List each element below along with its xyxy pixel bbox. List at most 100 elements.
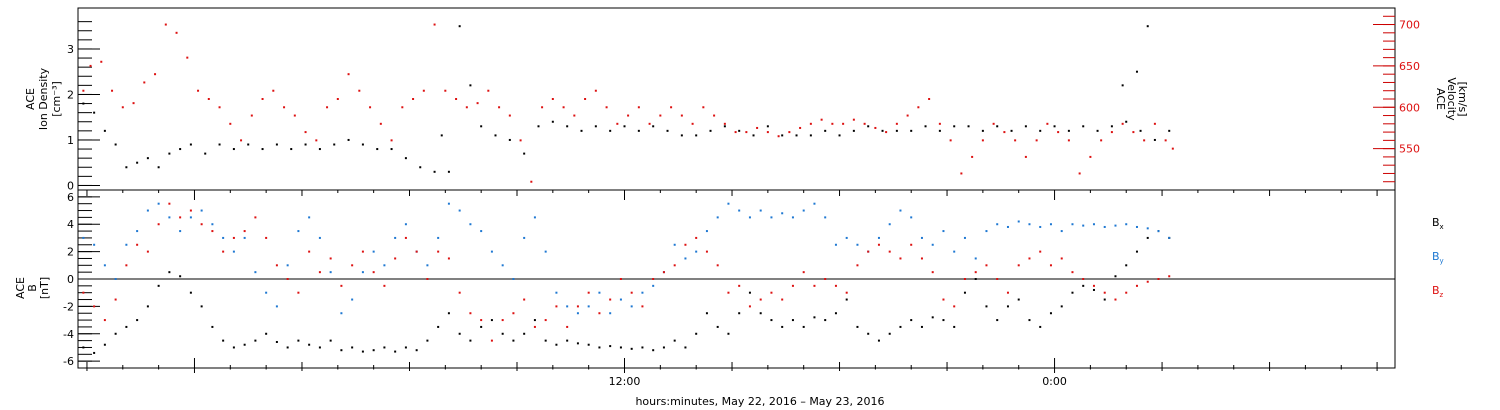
bx-point [329, 339, 332, 342]
density-point [304, 143, 307, 146]
by-point [426, 264, 429, 267]
velocity-point [164, 23, 167, 26]
bz-point [523, 298, 526, 301]
bx-point [1082, 284, 1085, 287]
density-point [566, 125, 569, 128]
by-point [566, 305, 569, 308]
bx-point [82, 346, 85, 349]
bx-point [501, 332, 504, 335]
bx-point [447, 312, 450, 315]
density-point [93, 111, 96, 114]
velocity-point [551, 98, 554, 100]
bx-point [1135, 250, 1138, 253]
bx-point [748, 291, 751, 294]
bx-point [673, 339, 676, 342]
legend-entry-subscript: y [1440, 257, 1444, 265]
by-point [318, 236, 321, 239]
velocity-point [465, 106, 468, 109]
velocity-point [584, 98, 587, 100]
bz-point [996, 278, 999, 280]
velocity-point [379, 122, 382, 125]
bz-point [93, 305, 96, 308]
bz-point [1092, 284, 1095, 287]
by-point [340, 312, 343, 315]
velocity-point [809, 122, 812, 125]
bx-point [1060, 305, 1063, 308]
bz-point [211, 230, 214, 233]
velocity-point [594, 89, 597, 92]
field-tick-label: -2 [63, 300, 74, 313]
velocity-point [369, 106, 372, 109]
density-point [179, 148, 182, 151]
by-point [512, 278, 515, 280]
by-point [759, 209, 762, 212]
velocity-point [756, 126, 759, 129]
density-point [752, 134, 755, 137]
density-point [652, 125, 655, 128]
velocity-point [799, 126, 802, 129]
bz-point [243, 230, 246, 233]
bx-point [619, 346, 622, 349]
density-point [809, 134, 812, 137]
density-point [1039, 129, 1042, 132]
bx-point [383, 346, 386, 349]
bx-point [824, 319, 827, 322]
by-point [1060, 230, 1063, 233]
density-point [261, 148, 264, 151]
density-point [232, 148, 235, 151]
density-point [376, 148, 379, 151]
bz-point [555, 305, 558, 308]
bz-point [490, 339, 493, 342]
velocity-point [648, 122, 651, 125]
velocity-point [981, 139, 984, 142]
bz-point [1125, 291, 1128, 294]
bx-point [243, 343, 246, 346]
velocity-point [723, 122, 726, 125]
bz-point [566, 325, 569, 328]
by-point [501, 264, 504, 267]
bz-point [813, 284, 816, 287]
time-tick-label: 12:00 [609, 375, 641, 388]
by-point [533, 216, 536, 219]
by-point [931, 243, 934, 246]
by-point [770, 216, 773, 219]
by-point [1168, 236, 1171, 239]
density-tick-label: 3 [67, 43, 74, 56]
density-point [247, 143, 250, 146]
field-axis-label: [nT] [38, 277, 51, 299]
bz-point [329, 257, 332, 260]
bx-point [222, 339, 225, 342]
by-point [598, 291, 601, 294]
bx-point [834, 312, 837, 315]
velocity-point [713, 114, 716, 117]
bz-point [1157, 278, 1160, 280]
bz-point [447, 257, 450, 260]
time-tick-label: 0:00 [1042, 375, 1067, 388]
bx-point [265, 332, 268, 335]
bx-point [168, 271, 171, 274]
velocity-point [175, 31, 178, 34]
by-point [329, 271, 332, 274]
bx-point [1049, 312, 1052, 315]
bz-point [114, 298, 117, 301]
density-point [494, 134, 497, 137]
velocity-point [154, 73, 157, 76]
bz-point [845, 291, 848, 294]
bz-point [942, 298, 945, 301]
density-point [1125, 120, 1128, 123]
density-point [838, 134, 841, 137]
by-point [630, 305, 633, 308]
bz-point [383, 284, 386, 287]
bz-point [619, 278, 622, 280]
by-point [824, 216, 827, 219]
density-point [419, 166, 422, 169]
velocity-point [734, 131, 737, 134]
velocity-point [1014, 139, 1017, 142]
bx-point [544, 339, 547, 342]
bz-point [888, 250, 891, 253]
bz-point [877, 243, 880, 246]
bz-point [910, 243, 913, 246]
bz-point [856, 264, 859, 267]
velocity-point [992, 122, 995, 125]
density-point [695, 134, 698, 137]
